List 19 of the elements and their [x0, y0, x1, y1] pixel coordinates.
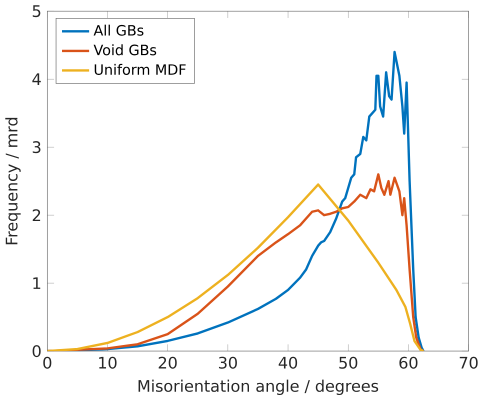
y-tick-label: 5 — [32, 5, 40, 17]
y-tick-label: 4 — [32, 73, 41, 85]
x-tick-label: 70 — [460, 356, 478, 369]
x-tick-label: 60 — [399, 356, 418, 369]
legend-label: All GBs — [94, 24, 144, 36]
legend-label: Void GBs — [94, 44, 156, 56]
y-tick-label: 1 — [33, 277, 40, 289]
y-tick-label: 2 — [32, 209, 40, 221]
x-axis-title: Misorientation angle / degrees — [138, 379, 378, 395]
x-tick-label: 10 — [99, 356, 117, 369]
y-axis-title: Frequency / mrd — [5, 118, 21, 244]
x-tick-label: 20 — [158, 356, 177, 369]
y-tick-label: 0 — [32, 344, 41, 357]
x-tick-label: 30 — [218, 356, 237, 369]
y-tick-label: 3 — [32, 140, 40, 154]
x-tick-label: 50 — [339, 356, 358, 369]
x-tick-label: 0 — [43, 356, 52, 369]
x-tick-label: 40 — [278, 356, 298, 369]
legend-label: Uniform MDF — [94, 64, 186, 75]
